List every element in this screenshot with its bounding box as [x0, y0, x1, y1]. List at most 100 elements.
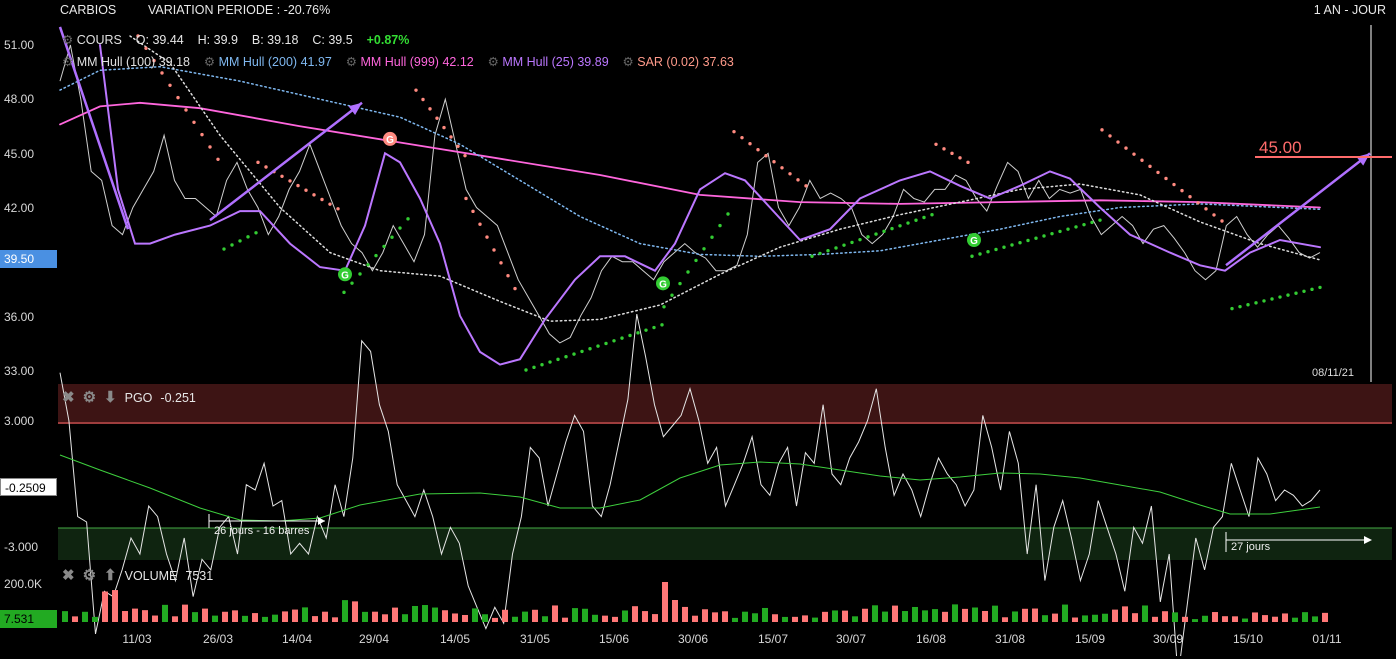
close-icon[interactable]: ✖	[62, 389, 75, 406]
volume-bar	[102, 591, 108, 622]
volume-bar	[232, 610, 238, 622]
sar-dot	[456, 144, 460, 149]
sar-dot	[732, 129, 736, 134]
volume-bar	[442, 610, 448, 622]
sar-dot	[540, 362, 544, 367]
pgo-signal-line	[59, 454, 1321, 522]
pgo-tick: 3.000	[4, 414, 35, 428]
volume-bar	[122, 611, 128, 622]
pgo-line	[59, 313, 1321, 659]
sar-dot	[612, 339, 616, 343]
signal-marker-label: G	[386, 135, 394, 146]
sar-dot	[1090, 220, 1094, 225]
volume-bar	[672, 600, 678, 622]
volume-bar	[632, 606, 638, 622]
sar-dot	[428, 107, 432, 111]
volume-bar	[992, 605, 998, 622]
sar-dot	[764, 154, 768, 158]
sar-dot	[604, 341, 608, 346]
sar-dot	[628, 333, 632, 338]
volume-bar	[142, 610, 148, 622]
sar-dot	[1018, 241, 1022, 245]
volume-bar	[942, 611, 948, 622]
sar-dot	[1196, 201, 1200, 205]
measure-label-1: 26 jours - 16 barres	[214, 525, 310, 537]
x-tick-label: 16/08	[915, 632, 947, 646]
sar-dot	[1172, 182, 1176, 187]
volume-bar	[1162, 611, 1168, 622]
volume-bar	[352, 601, 358, 622]
gear-icon[interactable]: ⚙	[203, 55, 216, 69]
cours-label: COURS	[76, 33, 122, 47]
sar-dot	[350, 281, 354, 285]
sar-dot	[1132, 152, 1136, 156]
sar-dot	[564, 355, 568, 359]
pgo-header: ✖ ⚙ ⬇ PGO -0.251	[62, 388, 196, 408]
sar-dot	[152, 58, 156, 63]
sar-dot	[1002, 245, 1006, 249]
arrow-down-icon[interactable]: ⬇	[104, 389, 117, 406]
sar-dot	[390, 235, 394, 239]
open-value: 39.44	[152, 33, 184, 47]
sar-dot	[499, 261, 503, 265]
volume-bar	[452, 613, 458, 622]
sar-dot	[506, 274, 510, 278]
signal-marker	[967, 233, 981, 247]
volume-tick: 200.0K	[4, 577, 43, 591]
volume-bar	[732, 617, 738, 622]
sar-dot	[1108, 134, 1112, 138]
sar-dot	[449, 135, 453, 139]
gear-icon[interactable]: ⚙	[62, 55, 74, 69]
volume-bar	[1292, 617, 1298, 622]
volume-bar	[602, 615, 608, 622]
sar-dot	[246, 235, 250, 239]
x-tick-label: 15/10	[1232, 632, 1264, 646]
price-tick: 48.00	[4, 92, 35, 106]
sar-dot	[780, 166, 784, 170]
volume-bar	[1232, 616, 1238, 622]
period-selector[interactable]: 1 AN - JOUR	[1313, 3, 1386, 17]
volume-bar	[862, 608, 868, 622]
trend-arrow	[209, 101, 363, 222]
volume-bar	[1172, 612, 1178, 622]
sar-dot	[580, 349, 584, 354]
sar-dot	[471, 209, 475, 214]
gear-icon[interactable]: ⚙	[62, 33, 74, 47]
sar-dot	[1100, 128, 1104, 132]
gear-icon[interactable]: ⚙	[487, 55, 499, 69]
close-icon[interactable]: ✖	[62, 567, 75, 584]
sar-dot	[136, 34, 140, 38]
volume-bar	[722, 611, 728, 622]
sar-dot	[796, 178, 800, 182]
sar-dot	[1278, 295, 1282, 299]
sar-dot	[958, 156, 962, 160]
gear-icon[interactable]: ⚙	[622, 55, 634, 69]
volume-title: VOLUME	[124, 569, 178, 583]
arrow-up-icon[interactable]: ⬆	[104, 567, 117, 584]
volume-bar	[782, 616, 788, 622]
volume-bar	[182, 604, 188, 622]
sar-dot	[463, 153, 467, 158]
volume-bar	[412, 605, 418, 622]
sar-dot	[1302, 289, 1306, 293]
sar-dot	[366, 263, 370, 267]
sar-dot	[208, 145, 212, 149]
x-tick-label: 30/06	[677, 632, 709, 646]
sar-dot	[572, 352, 576, 356]
volume-bar	[562, 617, 568, 622]
sar-dot	[442, 125, 446, 130]
level-label: 45.00	[1259, 138, 1302, 157]
signal-marker	[338, 267, 352, 282]
sar-dot	[328, 202, 332, 206]
volume-bar	[1022, 608, 1028, 622]
gear-icon[interactable]: ⚙	[82, 389, 97, 406]
sar-dot	[1082, 222, 1086, 227]
sar-dot	[678, 281, 682, 286]
sar-dot	[288, 179, 292, 183]
gear-icon[interactable]: ⚙	[345, 55, 357, 69]
price-line	[59, 44, 1321, 344]
sar-dot	[238, 239, 242, 243]
volume-bar	[822, 611, 828, 622]
gear-icon[interactable]: ⚙	[82, 567, 97, 584]
